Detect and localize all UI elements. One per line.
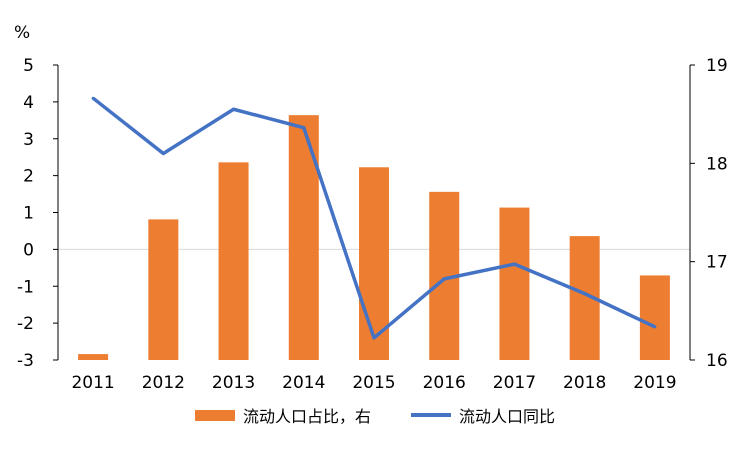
bar — [218, 162, 249, 360]
left-axis-tick-label: -2 — [17, 314, 34, 334]
line-point — [442, 277, 446, 281]
legend-item-bar: 流动人口占比，右 — [194, 403, 371, 427]
line-point — [512, 262, 516, 266]
line-point — [232, 107, 236, 111]
line-point — [653, 325, 657, 329]
x-axis-tick-label: 2011 — [71, 373, 114, 393]
line-point — [161, 152, 165, 155]
left-axis-tick-label: -1 — [17, 277, 34, 297]
line-point — [302, 126, 306, 130]
x-axis-tick-label: 2017 — [493, 373, 536, 393]
legend-swatch-line — [411, 413, 451, 417]
bar — [639, 275, 670, 360]
bar — [288, 115, 319, 361]
legend-label-line: 流动人口同比 — [459, 407, 556, 426]
right-axis-tick-label: 16 — [706, 351, 728, 371]
x-axis-tick-label: 2014 — [282, 373, 325, 393]
left-axis-tick-label: 5 — [23, 56, 34, 76]
line-point — [583, 292, 587, 296]
legend-item-line: 流动人口同比 — [411, 403, 555, 427]
legend-swatch-bar — [194, 409, 235, 421]
right-axis-tick-label: 17 — [706, 253, 728, 273]
left-axis-tick-label: -3 — [17, 351, 34, 371]
left-axis-tick-label: 4 — [23, 93, 34, 113]
line-point — [372, 336, 376, 340]
x-axis-tick-label: 2018 — [563, 373, 606, 393]
x-axis-tick-label: 2013 — [212, 373, 255, 393]
x-axis-tick-label: 2015 — [352, 373, 395, 393]
bar — [78, 354, 109, 360]
line-point — [91, 96, 95, 100]
chart-canvas: % 5 4 3 2 1 0 -1 -2 -3 19 18 17 16 2011 2012 2013 2014 20… — [14, 23, 728, 393]
left-axis-tick-label: 0 — [23, 240, 34, 260]
x-axis-tick-label: 2019 — [633, 373, 676, 393]
right-axis-tick-label: 18 — [706, 154, 728, 174]
x-axis-tick-label: 2012 — [142, 373, 185, 393]
bar — [148, 219, 179, 360]
x-axis-tick-label: 2016 — [423, 373, 466, 393]
left-axis-unit-label: % — [14, 23, 30, 43]
left-axis-tick-label: 2 — [23, 167, 34, 187]
bar — [499, 207, 530, 360]
legend: 流动人口占比，右 流动人口同比 — [0, 403, 750, 427]
right-axis-tick-label: 19 — [706, 56, 728, 76]
left-axis-tick-label: 3 — [23, 130, 34, 150]
legend-label-bar: 流动人口占比，右 — [242, 407, 371, 426]
left-axis-tick-label: 1 — [23, 204, 34, 224]
